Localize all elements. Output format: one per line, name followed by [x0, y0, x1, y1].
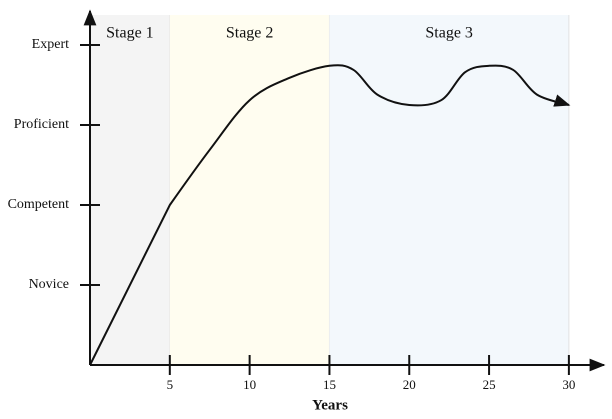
- stage-region: [169, 15, 330, 365]
- career-line: [89, 64, 571, 366]
- y-tick-label: Competent: [8, 197, 70, 212]
- x-tick-label: 15: [323, 377, 336, 392]
- y-tick-label: Expert: [32, 37, 69, 52]
- stage-region: [90, 15, 170, 365]
- y-tick-label: Novice: [29, 277, 69, 292]
- x-tick-label: 20: [403, 377, 416, 392]
- x-tick-label: 30: [562, 377, 575, 392]
- y-tick-label: Proficient: [14, 117, 69, 132]
- x-tick-label: 25: [483, 377, 496, 392]
- x-tick-label: 5: [167, 377, 174, 392]
- x-tick-label: 10: [243, 377, 256, 392]
- stage-label: Stage 1: [106, 25, 154, 42]
- stage-label: Stage 2: [226, 25, 274, 42]
- stage-label: Stage 3: [425, 25, 473, 42]
- x-axis-title: Years: [312, 397, 348, 413]
- stage-region: [329, 15, 569, 365]
